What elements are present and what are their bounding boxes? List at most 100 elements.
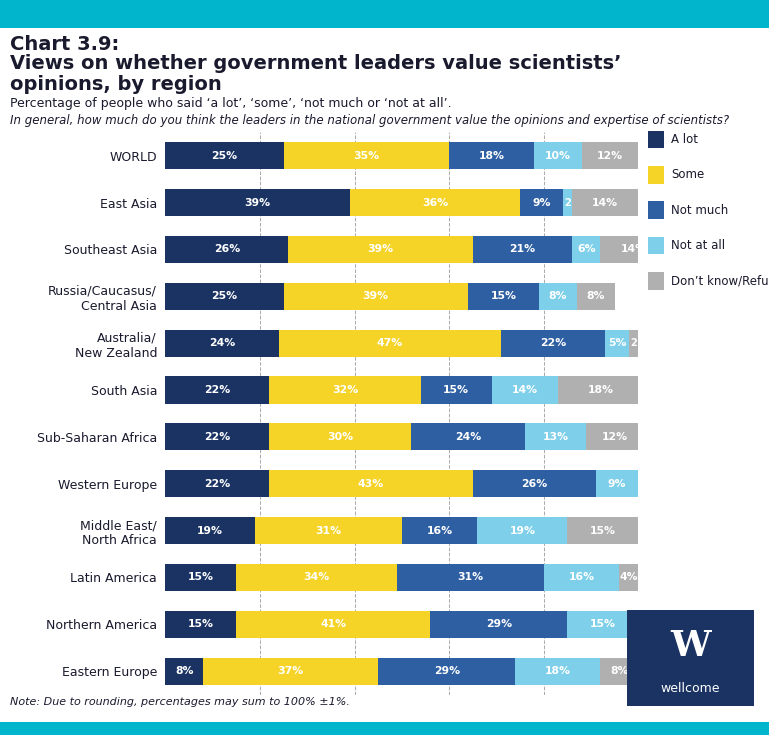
Text: 8%: 8% bbox=[548, 291, 567, 301]
Bar bbox=[203, 658, 378, 685]
Text: 43%: 43% bbox=[358, 478, 384, 489]
Bar bbox=[284, 283, 468, 310]
Bar bbox=[421, 376, 491, 404]
Text: 26%: 26% bbox=[521, 478, 548, 489]
Text: Note: Due to rounding, percentages may sum to 100% ±1%.: Note: Due to rounding, percentages may s… bbox=[10, 697, 350, 707]
Text: 30%: 30% bbox=[328, 432, 354, 442]
Bar bbox=[165, 470, 269, 498]
Text: 36%: 36% bbox=[421, 198, 448, 207]
Bar bbox=[165, 329, 279, 356]
Text: 9%: 9% bbox=[532, 198, 551, 207]
Text: 41%: 41% bbox=[320, 620, 346, 629]
Text: Not at all: Not at all bbox=[671, 239, 725, 252]
Bar bbox=[544, 564, 619, 591]
Bar bbox=[601, 658, 638, 685]
Text: 22%: 22% bbox=[540, 338, 566, 348]
Text: 14%: 14% bbox=[511, 385, 538, 395]
Bar bbox=[577, 283, 614, 310]
Bar bbox=[284, 142, 449, 169]
Text: 15%: 15% bbox=[188, 620, 214, 629]
Text: 15%: 15% bbox=[188, 573, 214, 582]
Text: 8%: 8% bbox=[587, 291, 605, 301]
Bar bbox=[596, 470, 638, 498]
Text: W: W bbox=[670, 629, 711, 664]
Bar bbox=[165, 564, 236, 591]
Text: 6%: 6% bbox=[577, 245, 595, 254]
Bar bbox=[619, 564, 638, 591]
Text: 39%: 39% bbox=[245, 198, 271, 207]
Bar bbox=[411, 423, 524, 451]
Text: 10%: 10% bbox=[545, 151, 571, 161]
Bar bbox=[491, 376, 558, 404]
Text: Views on whether government leaders value scientists’: Views on whether government leaders valu… bbox=[10, 54, 621, 74]
Text: In general, how much do you think the leaders in the national government value t: In general, how much do you think the le… bbox=[10, 114, 729, 127]
Bar bbox=[520, 189, 563, 216]
Text: Don’t know/Refused: Don’t know/Refused bbox=[671, 274, 769, 287]
Bar bbox=[402, 517, 478, 544]
Bar bbox=[473, 236, 572, 263]
Text: 4%: 4% bbox=[620, 573, 638, 582]
Text: 13%: 13% bbox=[542, 432, 568, 442]
Bar bbox=[378, 658, 515, 685]
Bar bbox=[473, 470, 596, 498]
Text: 14%: 14% bbox=[592, 198, 618, 207]
Text: 18%: 18% bbox=[478, 151, 504, 161]
Bar bbox=[572, 189, 638, 216]
Bar bbox=[279, 329, 501, 356]
Bar bbox=[515, 658, 601, 685]
Text: 29%: 29% bbox=[434, 666, 460, 676]
Text: 16%: 16% bbox=[568, 573, 594, 582]
Text: 19%: 19% bbox=[198, 526, 223, 536]
Text: 15%: 15% bbox=[443, 385, 469, 395]
Text: 34%: 34% bbox=[304, 573, 330, 582]
Text: 24%: 24% bbox=[455, 432, 481, 442]
Bar bbox=[165, 611, 236, 638]
Bar bbox=[269, 376, 421, 404]
Bar bbox=[478, 517, 568, 544]
Text: 47%: 47% bbox=[377, 338, 403, 348]
Bar bbox=[165, 236, 288, 263]
Bar bbox=[449, 142, 534, 169]
Text: 2: 2 bbox=[630, 338, 637, 348]
Text: Some: Some bbox=[671, 168, 704, 182]
Text: 22%: 22% bbox=[205, 478, 231, 489]
Text: Chart 3.9:: Chart 3.9: bbox=[10, 35, 119, 54]
Text: 15%: 15% bbox=[491, 291, 517, 301]
Bar bbox=[269, 423, 411, 451]
Text: 8%: 8% bbox=[610, 666, 628, 676]
Bar bbox=[581, 142, 638, 169]
Bar bbox=[558, 376, 643, 404]
Bar bbox=[501, 329, 605, 356]
Text: 22%: 22% bbox=[205, 385, 231, 395]
Text: 14%: 14% bbox=[621, 245, 647, 254]
Text: 32%: 32% bbox=[332, 385, 358, 395]
Text: 25%: 25% bbox=[211, 151, 238, 161]
Text: Not much: Not much bbox=[671, 204, 728, 217]
Bar bbox=[165, 423, 269, 451]
Bar bbox=[255, 517, 402, 544]
Text: 31%: 31% bbox=[458, 573, 484, 582]
Text: 29%: 29% bbox=[486, 620, 512, 629]
Bar bbox=[586, 423, 643, 451]
Text: 31%: 31% bbox=[315, 526, 341, 536]
Text: 2: 2 bbox=[564, 198, 571, 207]
Bar bbox=[236, 611, 430, 638]
Bar bbox=[236, 564, 397, 591]
Bar bbox=[165, 142, 284, 169]
Text: 8%: 8% bbox=[175, 666, 194, 676]
Bar bbox=[350, 189, 520, 216]
Text: opinions, by region: opinions, by region bbox=[10, 75, 221, 94]
Text: 22%: 22% bbox=[205, 432, 231, 442]
Text: 18%: 18% bbox=[588, 385, 614, 395]
Bar bbox=[539, 283, 577, 310]
Bar bbox=[605, 329, 629, 356]
Bar bbox=[269, 470, 473, 498]
Bar bbox=[165, 517, 255, 544]
Bar bbox=[165, 658, 203, 685]
Text: 26%: 26% bbox=[214, 245, 240, 254]
Bar bbox=[165, 283, 284, 310]
Bar bbox=[468, 283, 539, 310]
Text: 12%: 12% bbox=[601, 432, 628, 442]
Text: 21%: 21% bbox=[509, 245, 535, 254]
Text: 35%: 35% bbox=[353, 151, 379, 161]
